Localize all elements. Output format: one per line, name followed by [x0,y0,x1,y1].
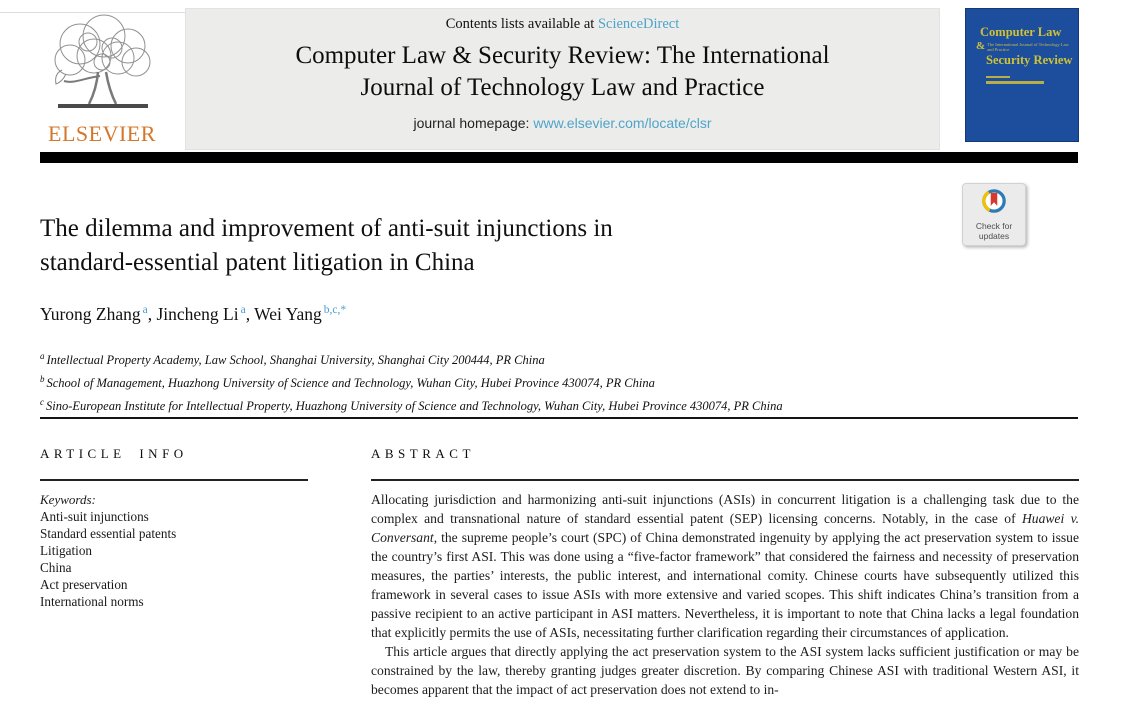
abstract-paragraph-2: This article argues that directly applyi… [371,643,1079,697]
elsevier-logo[interactable]: ELSEVIER [28,14,176,147]
article-info-heading: ARTICLE INFO [40,446,188,461]
article-title-line2: standard-essential patent litigation in … [40,249,475,276]
article-info-rule [40,479,308,481]
cover-amp-row: & The International Journal of Technolog… [976,40,1078,53]
section-top-rule [40,417,1078,419]
author-affiliation-sup: b,c,* [323,304,347,317]
author-list: Yurong Zhang a, Jincheng Li a, Wei Yang b,c… [40,304,347,324]
journal-title-line2: Journal of Technology Law and Practice [360,74,765,101]
cover-ampersand: & [976,40,986,52]
affiliation-line: a Intellectual Property Academy, Law Scho… [40,351,545,368]
author-affiliation-sup: a [142,304,148,317]
keyword-item: Litigation [40,542,93,558]
cover-title-line1: Computer Law [980,25,1062,39]
abstract-rule [371,479,1079,481]
cover-editor-line-decoration [986,75,1010,79]
author-name[interactable]: Yurong Zhang [40,304,141,324]
crossmark-icon [981,188,1007,219]
journal-header-banner: Contents lists available at ScienceDirec… [185,8,940,150]
sciencedirect-link[interactable]: ScienceDirect [597,16,680,32]
check-for-updates-button[interactable]: Check for updates [962,183,1026,246]
case-name-italic: Huawei v. Conversant [371,510,1080,545]
keyword-item: Act preservation [40,576,128,592]
check-for-updates-label: Check for updates [975,220,1013,241]
author-name[interactable]: Wei Yang [254,304,322,324]
header-divider-bar [40,152,1078,163]
homepage-line: journal homepage: www.elsevier.com/locat… [186,115,939,131]
abstract-heading: ABSTRACT [371,446,475,461]
affiliation-line: c Sino-European Institute for Intellectua… [40,397,783,414]
keyword-item: International norms [40,593,144,609]
elsevier-tree-icon [32,14,172,118]
journal-cover-thumbnail[interactable]: Computer Law & The International Journal… [965,8,1079,142]
article-title: The dilemma and improvement of anti-suit… [40,212,800,280]
cover-editor-line-decoration [986,81,1044,84]
affiliation-line: b School of Management, Huazhong Universi… [40,374,655,391]
journal-homepage-link[interactable]: www.elsevier.com/locate/clsr [533,115,712,131]
elsevier-wordmark: ELSEVIER [48,121,156,146]
keyword-item: Standard essential patents [40,525,177,541]
affiliations: a Intellectual Property Academy, Law Scho… [40,347,783,416]
article-info-section: ARTICLE INFO Keywords: Anti-suit injunct… [40,446,308,610]
cover-title-line2: Security Review [986,52,1073,67]
contents-line: Contents lists available at ScienceDirec… [186,16,939,33]
article-title-line1: The dilemma and improvement of anti-suit… [40,215,613,242]
contents-line-text: Contents lists available at [445,16,598,32]
keywords-label: Keywords: [40,491,96,507]
journal-title: Computer Law & Security Review: The Inte… [186,40,939,104]
keyword-item: China [40,559,72,575]
cover-subtitle: The International Journal of Technology … [987,42,1069,52]
author-name[interactable]: Jincheng Li [156,304,239,324]
keyword-item: Anti-suit injunctions [40,508,149,524]
header-top-rule [0,12,186,13]
journal-title-line1: Computer Law & Security Review: The Inte… [295,42,830,69]
homepage-prefix: journal homepage: [413,115,534,131]
abstract-section: ABSTRACT Allocating jurisdiction and har… [371,446,1079,699]
author-affiliation-sup: a [240,304,246,317]
abstract-text: Allocating jurisdiction and harmonizing … [371,490,1079,699]
abstract-paragraph-1: Allocating jurisdiction and harmonizing … [371,491,1080,640]
